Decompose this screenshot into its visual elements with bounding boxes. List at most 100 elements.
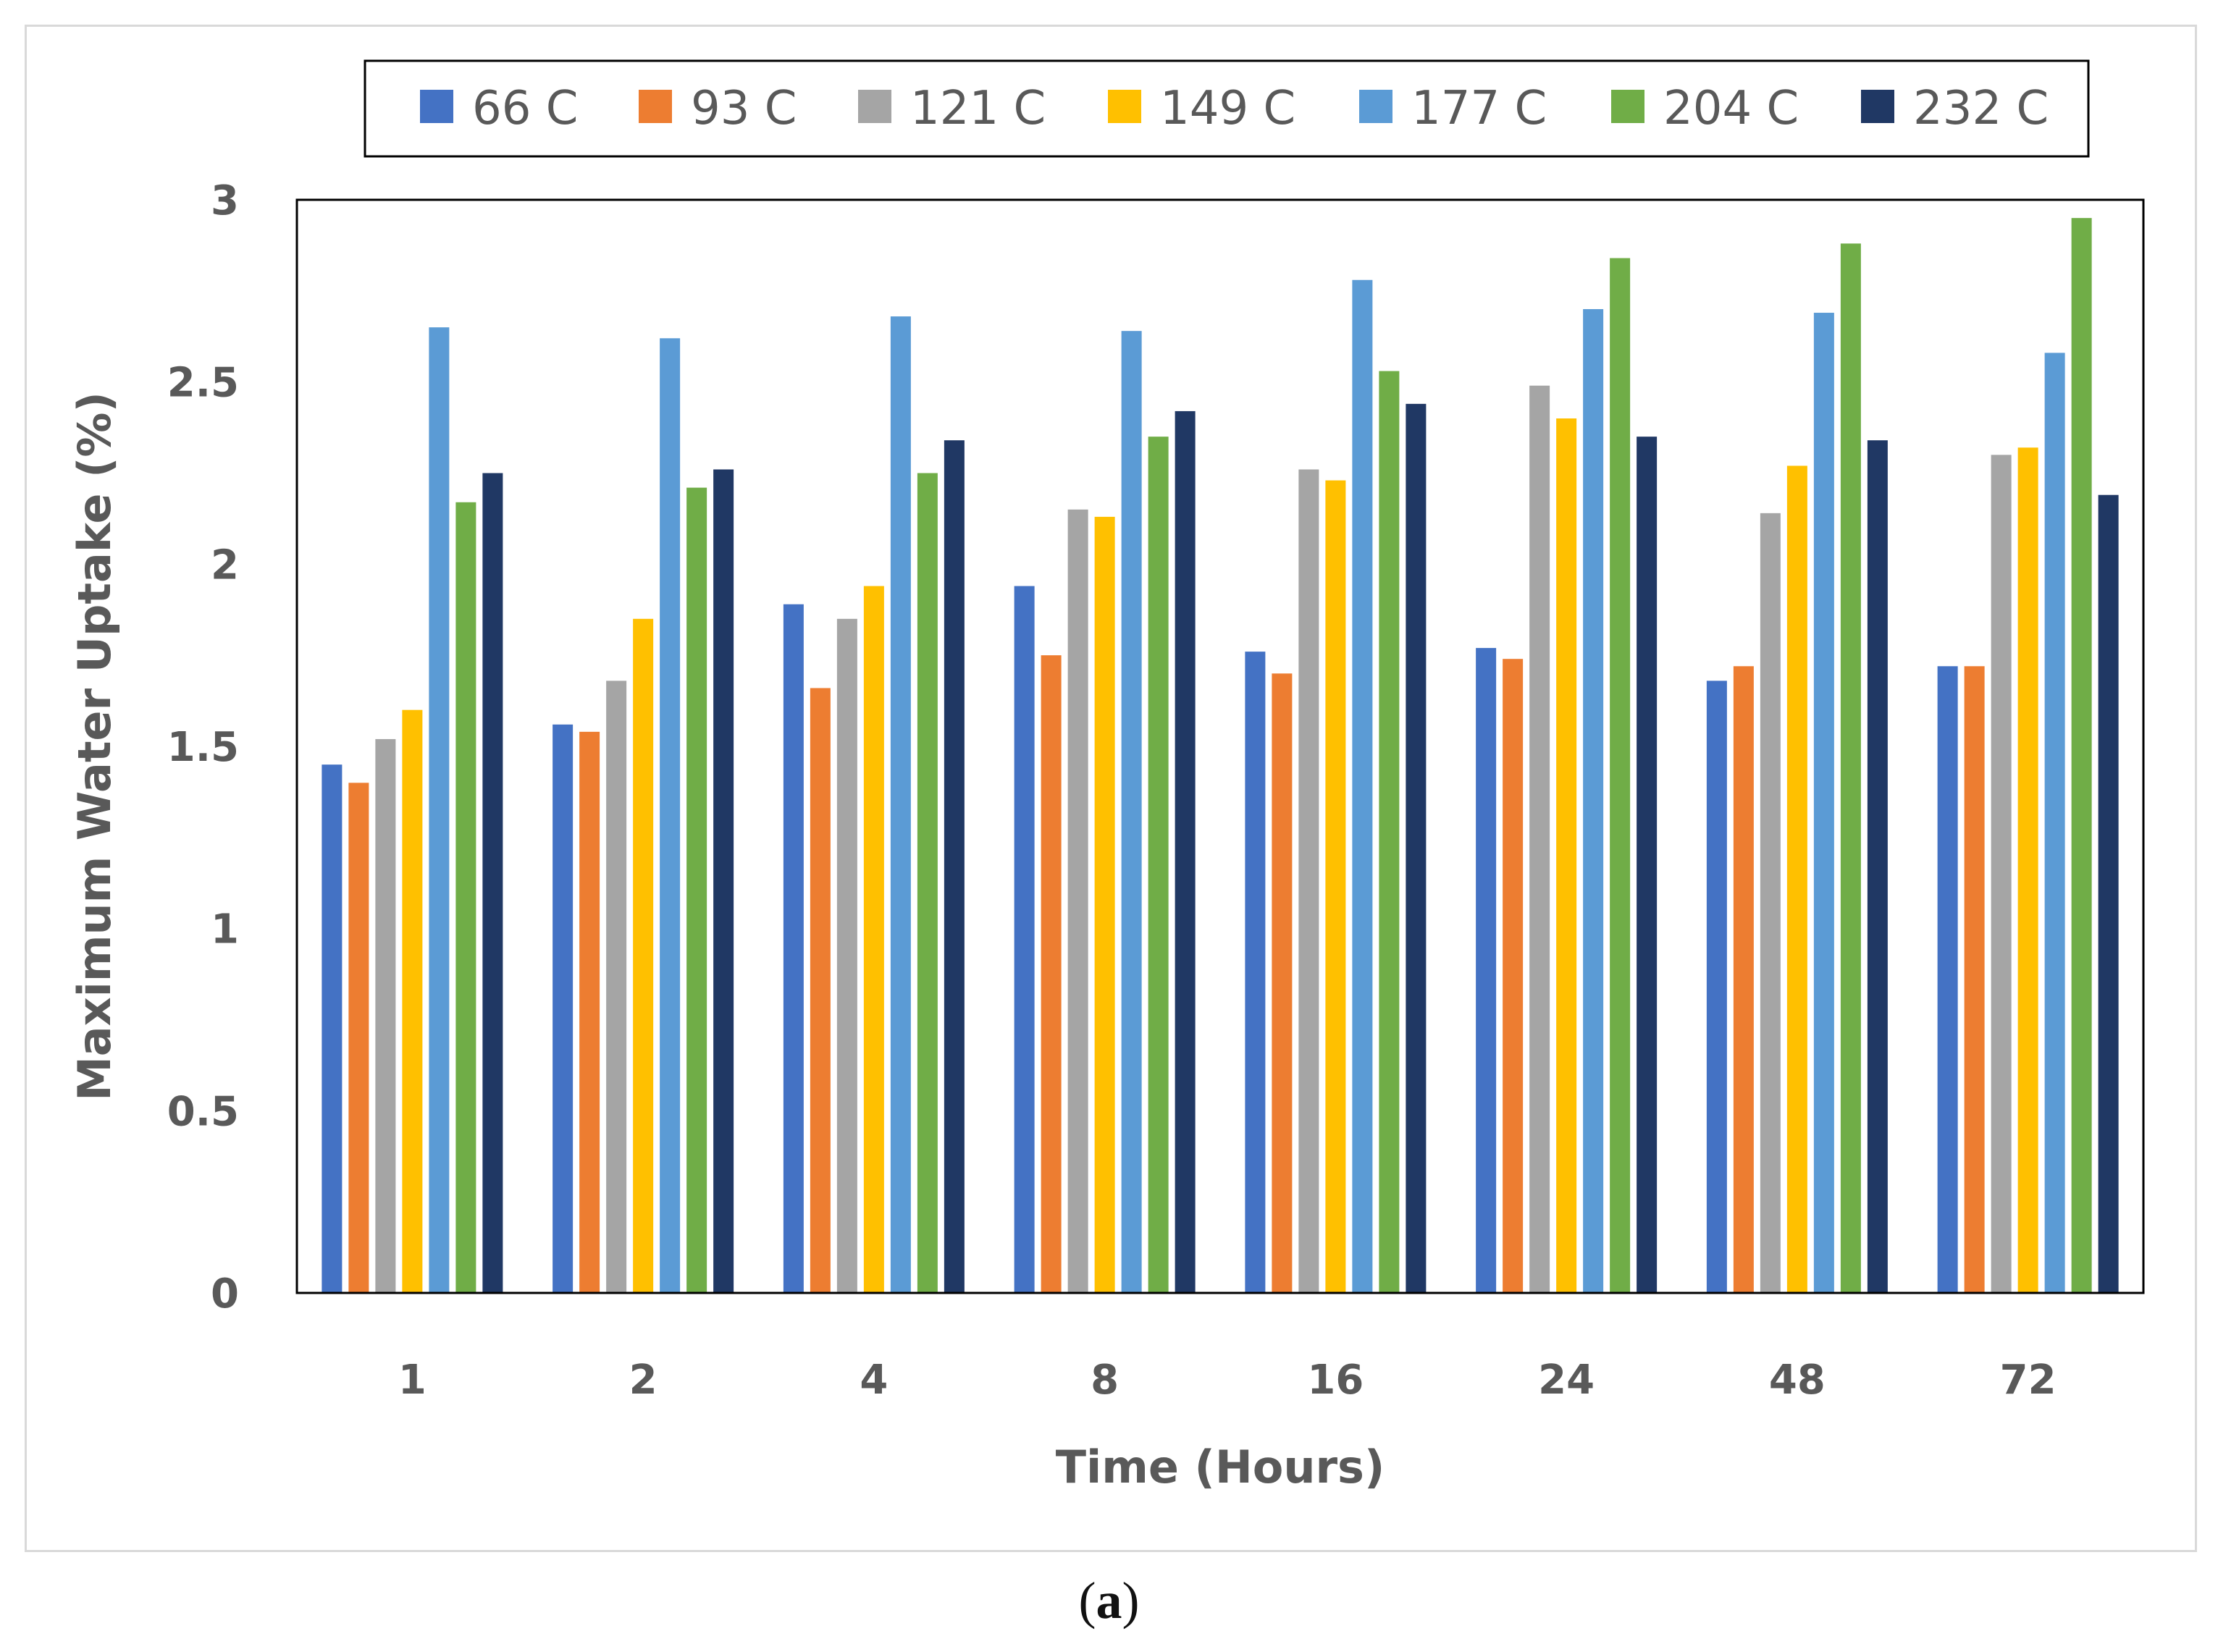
- bar-93c-t4: [810, 688, 831, 1293]
- legend-label: 232 C: [1913, 82, 2049, 135]
- legend: 66 C 93 C 121 C 149 C 177 C 204 C 232 C: [364, 59, 2090, 158]
- bar-66c-t4: [783, 604, 804, 1293]
- bar-177c-t4: [890, 316, 911, 1294]
- legend-label: 121 C: [910, 82, 1046, 135]
- bar-232c-t48: [1867, 440, 1888, 1294]
- bar-93c-t1: [348, 783, 369, 1293]
- legend-swatch: [1359, 90, 1392, 123]
- bar-149c-t1: [402, 709, 423, 1293]
- bar-121c-t2: [606, 680, 627, 1293]
- bar-66c-t8: [1014, 586, 1035, 1293]
- y-tick-label: 2.5: [167, 360, 239, 407]
- bar-232c-t16: [1406, 403, 1427, 1293]
- bar-66c-t48: [1706, 680, 1727, 1293]
- bar-149c-t72: [2017, 447, 2038, 1294]
- y-tick-label: 2: [211, 541, 239, 589]
- bar-232c-t1: [482, 473, 503, 1293]
- x-tick-label: 4: [860, 1357, 888, 1404]
- bar-232c-t72: [2098, 494, 2119, 1294]
- legend-item: 232 C: [1861, 82, 2049, 135]
- legend-swatch: [639, 90, 672, 123]
- x-tick-label: 1: [398, 1357, 427, 1404]
- legend-label: 66 C: [472, 82, 578, 135]
- bar-66c-t2: [553, 724, 574, 1293]
- bar-66c-t24: [1476, 648, 1497, 1293]
- bar-232c-t8: [1175, 410, 1196, 1293]
- bar-232c-t2: [713, 469, 734, 1293]
- bar-204c-t48: [1840, 243, 1861, 1293]
- legend-swatch: [1611, 90, 1644, 123]
- legend-label: 204 C: [1663, 82, 1799, 135]
- y-tick-label: 1: [211, 906, 239, 953]
- bar-121c-t16: [1298, 469, 1319, 1293]
- bar-93c-t48: [1733, 666, 1754, 1293]
- bar-93c-t2: [579, 731, 600, 1293]
- legend-item: 177 C: [1359, 82, 1547, 135]
- bar-121c-t24: [1529, 385, 1550, 1294]
- caption-open-paren: (: [1078, 1572, 1096, 1630]
- bar-149c-t2: [633, 618, 654, 1293]
- bar-177c-t1: [429, 327, 450, 1294]
- bar-232c-t24: [1637, 437, 1658, 1293]
- bar-121c-t1: [375, 738, 396, 1293]
- bar-66c-t16: [1245, 652, 1266, 1293]
- bar-121c-t8: [1067, 509, 1088, 1294]
- bar-121c-t72: [1991, 455, 2012, 1294]
- x-tick-label: 72: [2000, 1357, 2057, 1404]
- bar-177c-t2: [660, 338, 681, 1294]
- bar-204c-t1: [455, 502, 476, 1294]
- x-axis-title: Time (Hours): [1056, 1441, 1385, 1493]
- y-axis-title: Maximum Water Uptake (%): [68, 392, 121, 1101]
- bar-204c-t24: [1610, 258, 1631, 1293]
- panel-caption: (a): [0, 1571, 2218, 1631]
- bar-204c-t2: [686, 487, 707, 1294]
- bar-93c-t24: [1503, 659, 1524, 1293]
- legend-item: 93 C: [639, 82, 797, 135]
- bar-149c-t8: [1094, 516, 1115, 1293]
- bar-93c-t8: [1041, 655, 1062, 1293]
- bar-121c-t4: [836, 618, 857, 1293]
- bar-204c-t4: [917, 473, 938, 1293]
- x-tick-label: 16: [1307, 1357, 1364, 1404]
- bar-66c-t72: [1937, 666, 1958, 1293]
- legend-item: 204 C: [1611, 82, 1799, 135]
- bar-121c-t48: [1760, 513, 1781, 1293]
- bar-177c-t8: [1121, 331, 1142, 1294]
- plot-area: [295, 198, 2145, 1294]
- legend-item: 149 C: [1108, 82, 1295, 135]
- legend-label: 177 C: [1411, 82, 1547, 135]
- bar-177c-t72: [2044, 353, 2065, 1293]
- bar-232c-t4: [944, 440, 965, 1294]
- legend-swatch: [858, 90, 891, 123]
- bar-93c-t16: [1272, 673, 1293, 1293]
- y-tick-label: 3: [211, 177, 239, 224]
- bar-204c-t8: [1148, 437, 1169, 1293]
- x-tick-label: 8: [1091, 1357, 1119, 1404]
- bar-177c-t24: [1583, 309, 1604, 1293]
- bar-149c-t48: [1786, 465, 1807, 1293]
- x-tick-label: 24: [1538, 1357, 1595, 1404]
- bar-204c-t16: [1379, 371, 1400, 1293]
- legend-swatch: [1108, 90, 1141, 123]
- legend-swatch: [420, 90, 453, 123]
- bar-66c-t1: [322, 764, 343, 1293]
- x-tick-label: 2: [629, 1357, 658, 1404]
- bar-177c-t48: [1813, 313, 1834, 1293]
- y-tick-label: 0.5: [167, 1088, 239, 1135]
- bar-149c-t24: [1556, 418, 1577, 1293]
- legend-label: 149 C: [1160, 82, 1295, 135]
- x-tick-label: 48: [1769, 1357, 1826, 1404]
- caption-letter: a: [1096, 1572, 1122, 1630]
- legend-label: 93 C: [691, 82, 797, 135]
- bar-149c-t16: [1325, 480, 1346, 1293]
- caption-close-paren: ): [1122, 1572, 1140, 1630]
- legend-item: 121 C: [858, 82, 1046, 135]
- legend-item: 66 C: [420, 82, 578, 135]
- chart-frame: [25, 25, 2197, 1552]
- y-tick-label: 0: [211, 1270, 239, 1318]
- bar-204c-t72: [2071, 218, 2092, 1294]
- bar-93c-t72: [1964, 666, 1985, 1293]
- legend-swatch: [1861, 90, 1894, 123]
- y-tick-label: 1.5: [167, 724, 239, 771]
